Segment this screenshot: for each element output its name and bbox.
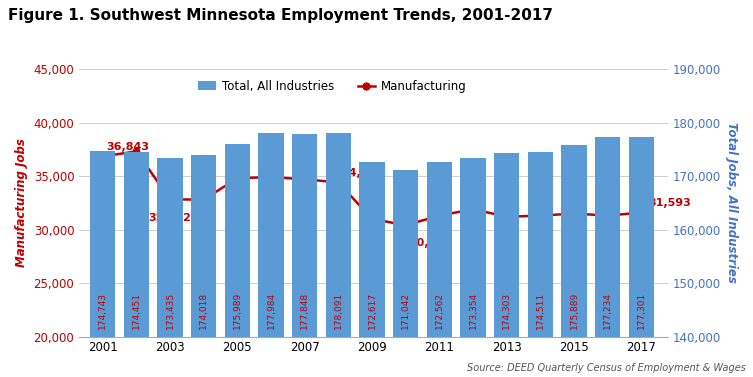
Bar <box>90 151 115 377</box>
Bar <box>224 144 250 377</box>
Bar <box>460 158 486 377</box>
Y-axis label: Manufacturing Jobs: Manufacturing Jobs <box>15 138 28 267</box>
Text: 30,402: 30,402 <box>409 239 452 248</box>
Text: 177,984: 177,984 <box>267 291 276 329</box>
Text: 31,593: 31,593 <box>648 198 691 208</box>
Bar <box>595 137 620 377</box>
Text: 177,848: 177,848 <box>300 291 309 329</box>
Bar <box>123 152 149 377</box>
Text: Source: DEED Quarterly Census of Employment & Wages: Source: DEED Quarterly Census of Employm… <box>467 363 745 373</box>
Text: 174,303: 174,303 <box>502 291 511 329</box>
Text: 174,511: 174,511 <box>536 291 545 329</box>
Text: 174,451: 174,451 <box>132 291 141 329</box>
Bar <box>494 153 520 377</box>
Text: 174,743: 174,743 <box>98 291 107 329</box>
Bar <box>191 155 216 377</box>
Text: 171,042: 171,042 <box>401 291 410 329</box>
Bar <box>292 134 317 377</box>
Y-axis label: Total Jobs, All Industries: Total Jobs, All Industries <box>725 123 738 283</box>
Bar <box>258 133 284 377</box>
Legend: Total, All Industries, Manufacturing: Total, All Industries, Manufacturing <box>194 75 471 97</box>
Text: 36,843: 36,843 <box>106 142 149 152</box>
Bar <box>359 162 385 377</box>
Bar <box>427 162 452 377</box>
Text: Figure 1. Southwest Minnesota Employment Trends, 2001-2017: Figure 1. Southwest Minnesota Employment… <box>8 8 553 23</box>
Bar <box>629 137 654 377</box>
Text: 178,091: 178,091 <box>334 291 343 329</box>
Bar <box>393 170 419 377</box>
Text: 177,234: 177,234 <box>603 291 612 329</box>
Text: 177,301: 177,301 <box>637 291 646 329</box>
Text: 32,822: 32,822 <box>148 213 191 222</box>
Text: 173,354: 173,354 <box>468 291 477 329</box>
Text: 34,402: 34,402 <box>342 168 385 178</box>
Text: 173,435: 173,435 <box>166 291 175 329</box>
Text: 172,617: 172,617 <box>367 291 376 329</box>
Bar <box>561 144 587 377</box>
Text: 175,889: 175,889 <box>569 291 578 329</box>
Bar <box>326 133 351 377</box>
Text: 175,989: 175,989 <box>233 291 242 329</box>
Text: 172,562: 172,562 <box>434 291 444 329</box>
Bar <box>157 158 183 377</box>
Bar <box>528 152 553 377</box>
Text: 174,018: 174,018 <box>200 291 209 329</box>
